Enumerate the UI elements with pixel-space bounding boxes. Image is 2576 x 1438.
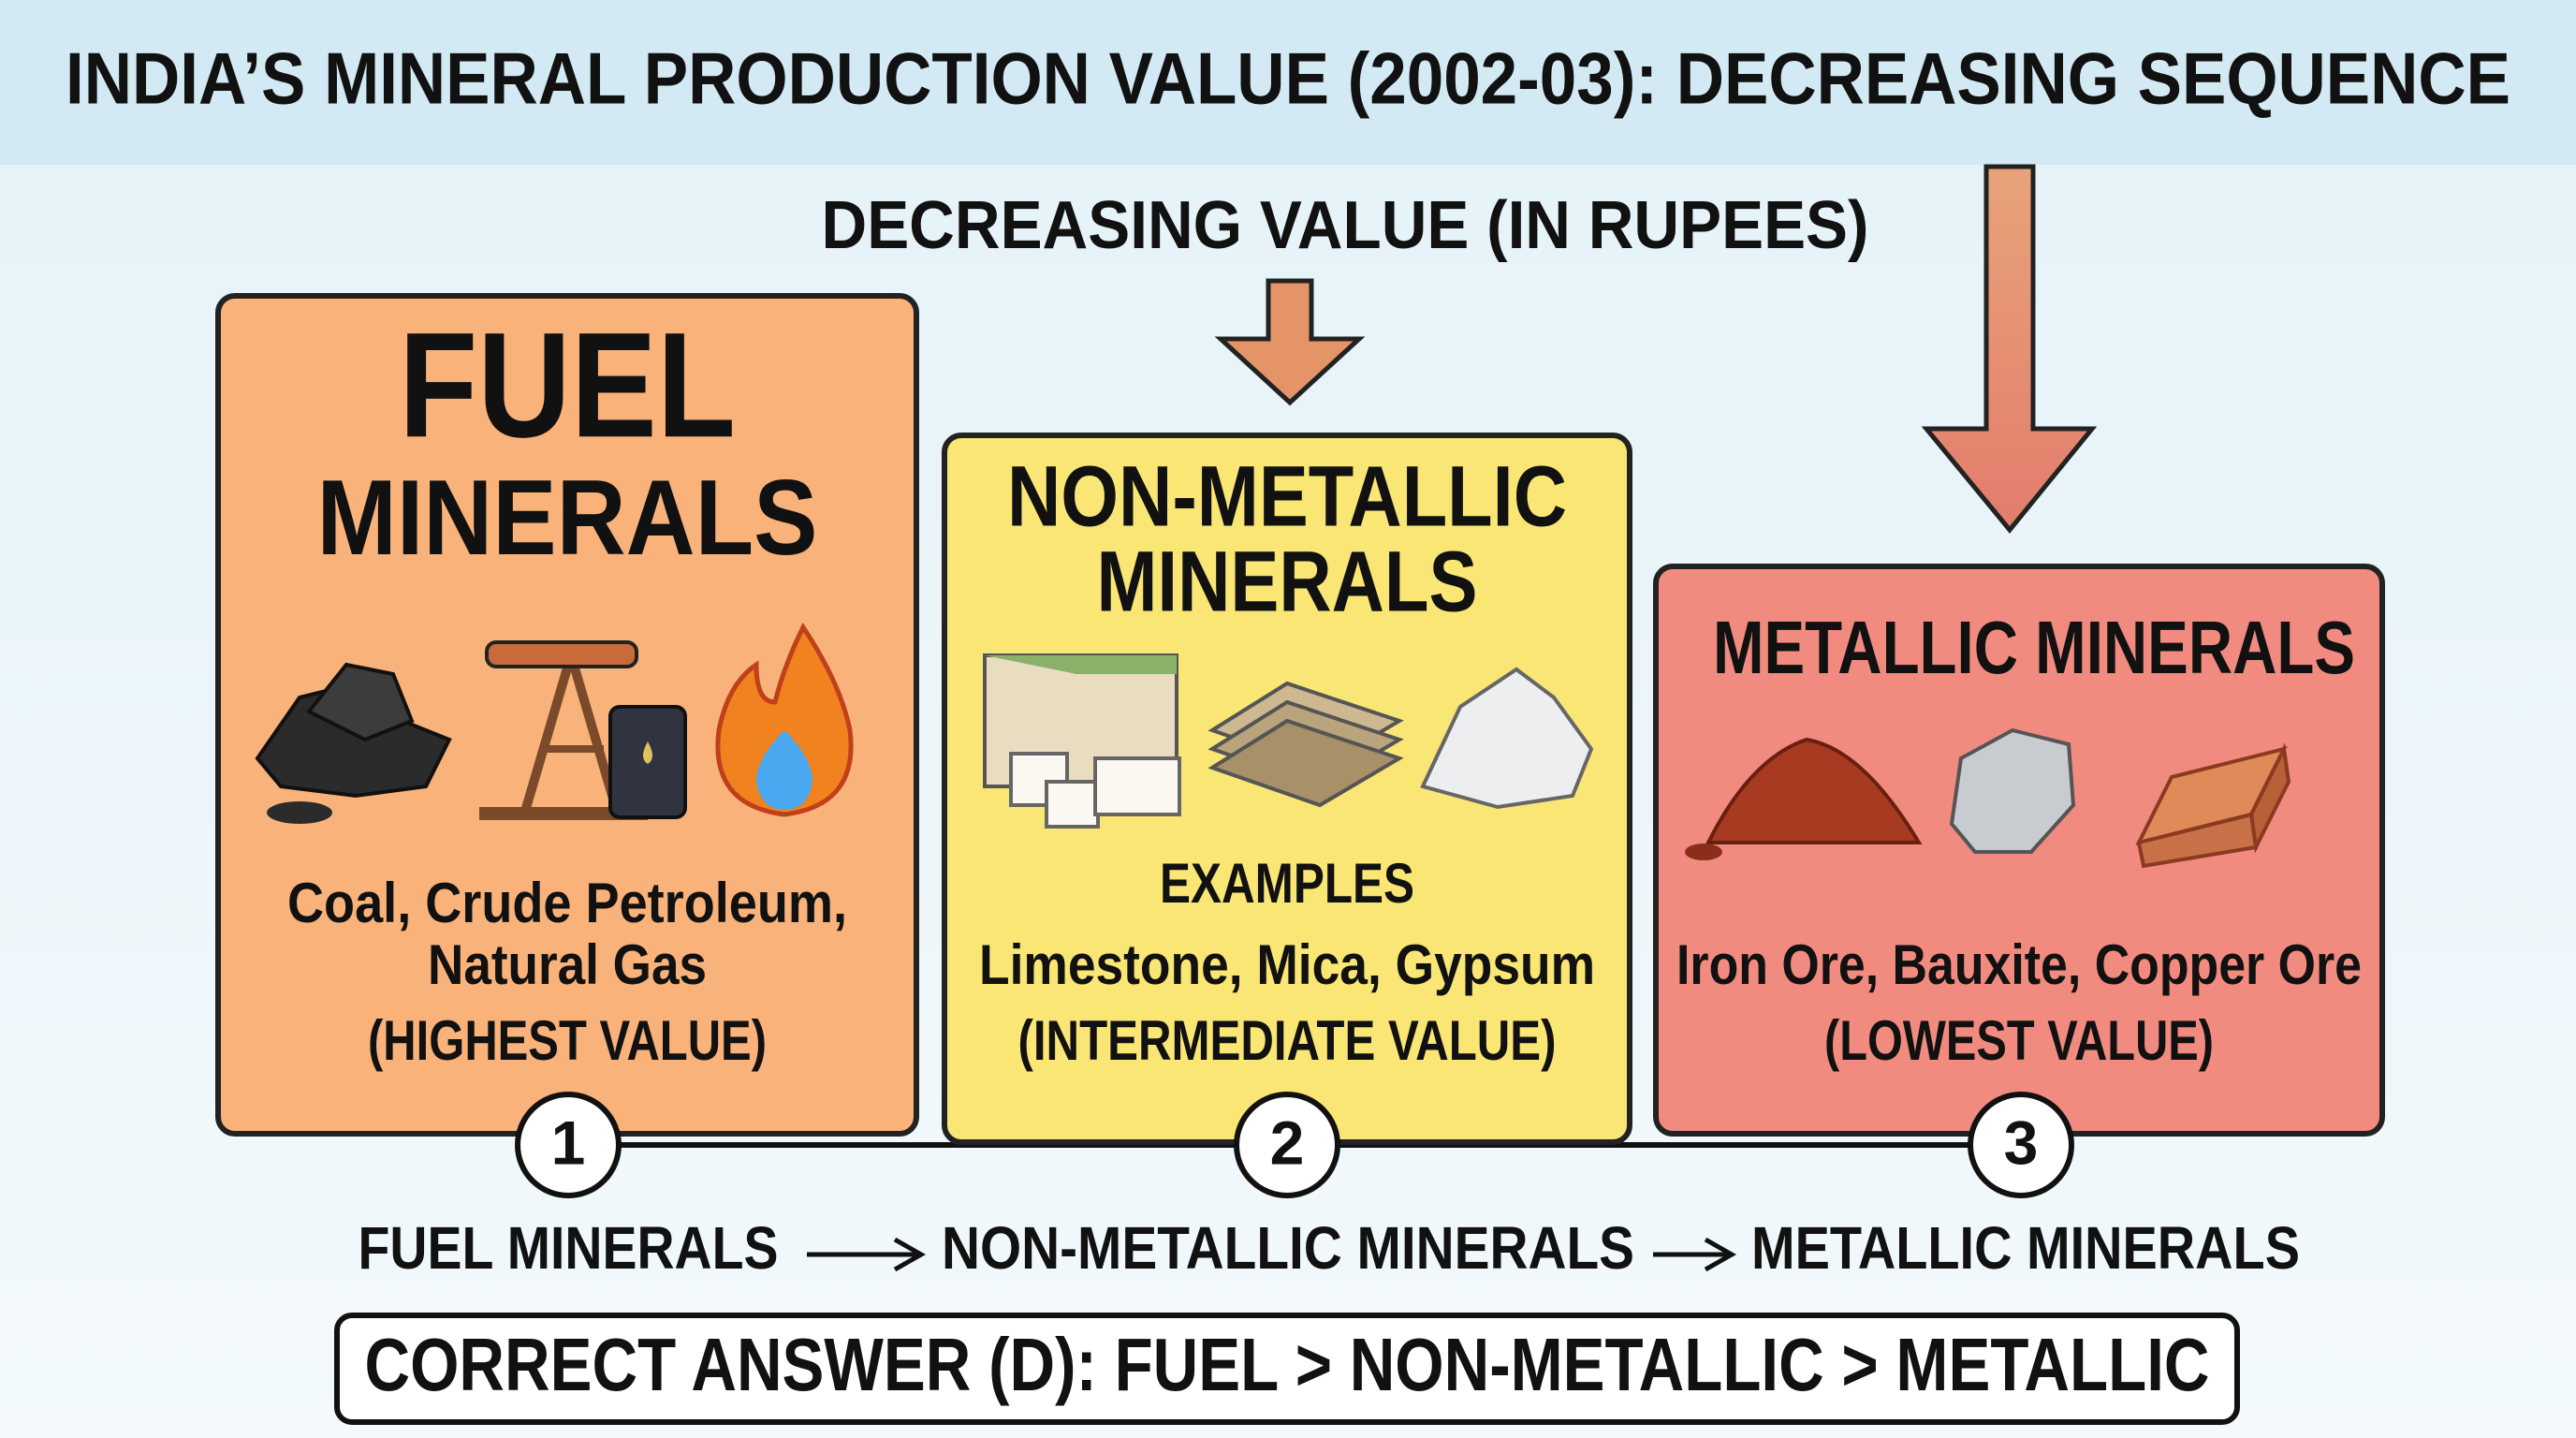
sequence-item: FUEL MINERALS [359,1214,779,1282]
box-title: NON-METALLIC [1007,448,1567,544]
down-arrow [1214,278,1366,406]
sequence-item: NON-METALLIC MINERALS [942,1214,1634,1282]
value-note: (HIGHEST VALUE) [368,1009,767,1072]
fuel-icons [255,623,854,824]
sequence-arrow [1653,1237,1737,1272]
sequence-item: METALLIC MINERALS [1751,1214,2300,1282]
down-arrow [1921,164,2098,534]
step-number: 2 [1270,1108,1305,1177]
value-note: (LOWEST VALUE) [1824,1009,2214,1072]
step-circle [1234,1092,1340,1198]
box-title: MINERALS [1097,534,1478,629]
box-title: FUEL [399,301,736,468]
sequence-arrow [807,1237,927,1272]
examples-label: EXAMPLES [1160,852,1414,915]
examples: Iron Ore, Bauxite, Copper Ore [1676,933,2362,996]
examples: Natural Gas [428,933,707,996]
step-circle [1968,1092,2074,1198]
subtitle: DECREASING VALUE (IN RUPEES) [822,188,1869,263]
step-number: 3 [2004,1108,2039,1177]
metallic-icons [1685,727,2291,869]
examples: Coal, Crude Petroleum, [287,872,847,934]
step-circle [515,1092,622,1198]
answer-box [334,1313,2240,1425]
non-metallic-icons [983,653,1594,829]
box-title: MINERALS [317,459,818,578]
title: INDIA’S MINERAL PRODUCTION VALUE (2002-0… [66,37,2510,120]
answer: CORRECT ANSWER (D): FUEL > NON-METALLIC … [365,1323,2210,1406]
box-title: METALLIC MINERALS [1713,606,2355,689]
step-number: 1 [551,1108,586,1177]
title-band [0,0,2576,165]
examples: Limestone, Mica, Gypsum [979,933,1595,996]
value-note: (INTERMEDIATE VALUE) [1018,1009,1557,1072]
